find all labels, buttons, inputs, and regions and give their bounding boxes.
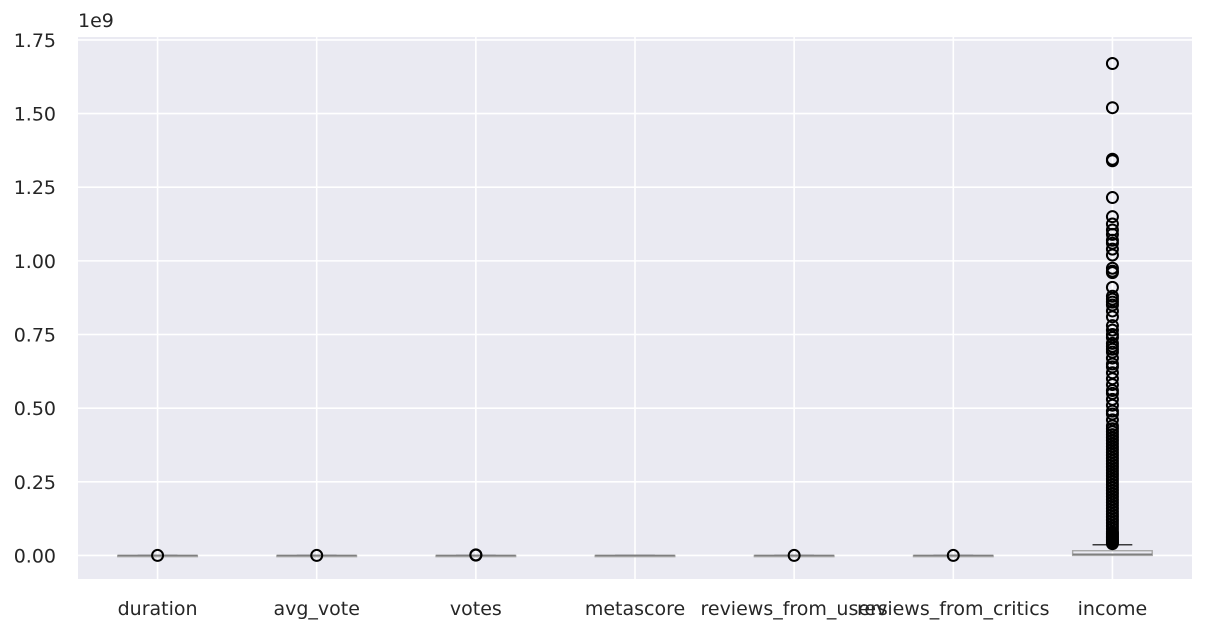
outlier-point [1105,227,1119,241]
y-axis-ticks: 0.00 0.25 0.50 0.75 1.00 1.25 1.50 1.75 [14,30,56,567]
outlier-point [1105,248,1119,262]
outlier-point [1105,398,1119,412]
box-layer [117,57,1153,562]
outlier-point [1105,242,1119,256]
outlier-point [1105,210,1119,224]
outlier-point [1105,310,1119,324]
box-reviews_from_users [753,548,835,562]
outlier-point [1105,154,1119,168]
outlier-point [151,548,165,562]
x-tick-label: duration [118,598,198,620]
box-body [1071,550,1153,557]
y-tick-label: 1.00 [14,251,56,273]
y-tick-label: 0.75 [14,325,56,347]
outlier-point [1105,378,1119,392]
x-tick-label: reviews_from_critics [857,598,1050,620]
y-tick-label: 0.25 [14,472,56,494]
box-income [1071,57,1153,557]
outlier-point [1105,351,1119,365]
x-tick-label: avg_vote [273,598,359,620]
x-axis-ticks: duration avg_vote votes metascore reviews_fr… [118,598,1148,620]
box-metascore [594,554,676,558]
outlier-point [1105,266,1119,280]
outlier-point [946,548,960,562]
outlier-point [1105,191,1119,205]
outlier-point [310,548,324,562]
box-reviews_from_critics [912,548,994,562]
y-tick-label: 1.75 [14,30,56,52]
outlier-point [469,548,483,562]
outlier-point [1105,304,1119,318]
box-votes [435,548,517,562]
x-tick-label: metascore [585,598,685,620]
box-avg_vote [276,548,358,562]
x-tick-label: income [1078,598,1148,620]
outlier-point [1105,323,1119,337]
x-tick-label: votes [450,598,502,620]
y-tick-label: 1.50 [14,104,56,126]
outlier-point [1105,537,1119,551]
y-tick-label: 0.00 [14,545,56,567]
outlier-point [1105,57,1119,71]
y-tick-label: 0.50 [14,398,56,420]
y-tick-label: 1.25 [14,177,56,199]
x-tick-label: reviews_from_users [700,598,887,620]
outlier-point [787,548,801,562]
box-duration [117,548,199,562]
y-axis-offset-label: 1e9 [78,10,114,32]
outlier-point [1105,101,1119,115]
